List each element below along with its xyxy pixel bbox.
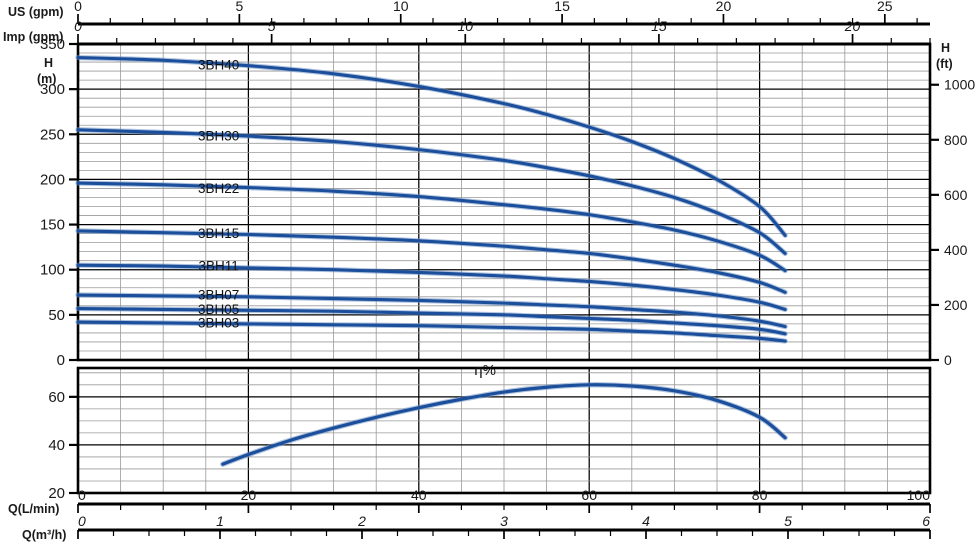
bottom-axis-lmin-label: Q(L/min) — [8, 502, 60, 516]
bottom-axis-m3h-tick-label: 4 — [642, 513, 650, 529]
curve-label-3bh40: 3BH40 — [198, 57, 239, 72]
left-axis-tick-label: 50 — [48, 307, 65, 324]
top-axis-imp-gpm-tick-label: 0 — [74, 18, 82, 34]
left-axis-tick-label: 250 — [40, 126, 65, 143]
eff-axis-tick-label: 40 — [48, 437, 65, 454]
top-axis-imp-gpm-tick-label: 5 — [268, 18, 276, 34]
bottom-axis-m3h-tick-label: 0 — [78, 513, 86, 529]
right-axis-tick-label: 0 — [944, 352, 952, 368]
curve-label-3bh11: 3BH11 — [198, 259, 238, 274]
left-axis-tick-label: 350 — [40, 36, 65, 53]
left-axis-unit-label: (m) — [37, 72, 57, 86]
pump-curve-3bh15 — [75, 228, 788, 295]
top-axis-us-gpm-tick-label: 0 — [74, 0, 82, 14]
bottom-axis-m3h-tick-label: 3 — [500, 513, 508, 529]
right-axis-tick-label: 1000 — [944, 77, 975, 93]
bottom-axis-lmin-tick-label: 60 — [581, 487, 597, 503]
curve-label-3bh15: 3BH15 — [198, 226, 239, 241]
efficiency-panel-border — [76, 366, 932, 495]
pump-curve-3bh22 — [75, 180, 788, 274]
left-axis-tick-label: 100 — [40, 262, 65, 279]
bottom-axis-m3h-tick-label: 5 — [784, 513, 792, 529]
pump-curve-3bh11 — [75, 262, 788, 313]
top-axis-imp-gpm-tick-label: 10 — [457, 18, 473, 34]
pump-curve-3bh03 — [75, 319, 788, 344]
curve-label-3bh30: 3BH30 — [198, 129, 239, 144]
pump-curve-3bh07 — [75, 292, 788, 330]
top-axis-us-gpm-label: US (gpm) — [8, 5, 64, 19]
right-axis-tick-label: 600 — [944, 187, 968, 203]
bottom-axis-m3h-tick-label: 6 — [922, 513, 930, 529]
top-axis-us-gpm-tick-label: 5 — [235, 0, 243, 14]
pump-curve-3bh40 — [75, 54, 788, 239]
curve-label-3bh05: 3BH05 — [198, 302, 239, 317]
top-axis-us-gpm-tick-label: 20 — [716, 0, 732, 14]
pump-curve-3bh05 — [75, 305, 788, 337]
curve-label-3bh07: 3BH07 — [198, 288, 239, 303]
bottom-axis-m3h-tick-label: 2 — [357, 513, 366, 529]
right-axis-h-label: H — [941, 41, 951, 55]
top-axis-us-gpm-tick-label: 25 — [877, 0, 893, 14]
bottom-axis-lmin-tick-label: 20 — [241, 487, 257, 503]
eff-axis-tick-label: 20 — [48, 485, 65, 502]
curve-label-3bh03: 3BH03 — [198, 315, 239, 330]
bottom-axis-lmin-tick-label: 80 — [752, 487, 768, 503]
top-axis-us-gpm-tick-label: 15 — [554, 0, 570, 14]
right-axis-tick-label: 800 — [944, 132, 968, 148]
left-axis-tick-label: 200 — [40, 171, 65, 188]
bottom-axis-lmin-tick-label: 100 — [907, 487, 931, 503]
right-axis-tick-label: 400 — [944, 242, 968, 258]
curve-label-3bh22: 3BH22 — [198, 181, 239, 196]
efficiency-curve — [220, 382, 788, 467]
top-axis-imp-gpm-label: Imp (gpm) — [3, 30, 64, 44]
right-axis-unit-label: (ft) — [936, 57, 953, 71]
eff-axis-tick-label: 60 — [48, 389, 65, 406]
right-axis-tick-label: 200 — [944, 297, 968, 313]
left-axis-tick-label: 150 — [40, 217, 65, 234]
left-axis-tick-label: 0 — [57, 352, 65, 369]
pump-curve-3bh30 — [75, 127, 788, 257]
left-axis-h-label: H — [44, 56, 54, 70]
top-axis-imp-gpm-tick-label: 15 — [651, 18, 667, 34]
bottom-axis-lmin-tick-label: 40 — [411, 487, 427, 503]
bottom-axis-m3h-label: Q(m³/h) — [22, 528, 67, 542]
top-axis-imp-gpm-tick-label: 20 — [844, 18, 861, 34]
bottom-axis-lmin-tick-label: 0 — [78, 487, 86, 503]
efficiency-curve-label: η% — [474, 362, 496, 379]
bottom-axis-m3h-tick-label: 1 — [216, 513, 224, 529]
top-axis-us-gpm-tick-label: 10 — [393, 0, 409, 14]
left-axis-tick-label: 300 — [40, 81, 65, 98]
